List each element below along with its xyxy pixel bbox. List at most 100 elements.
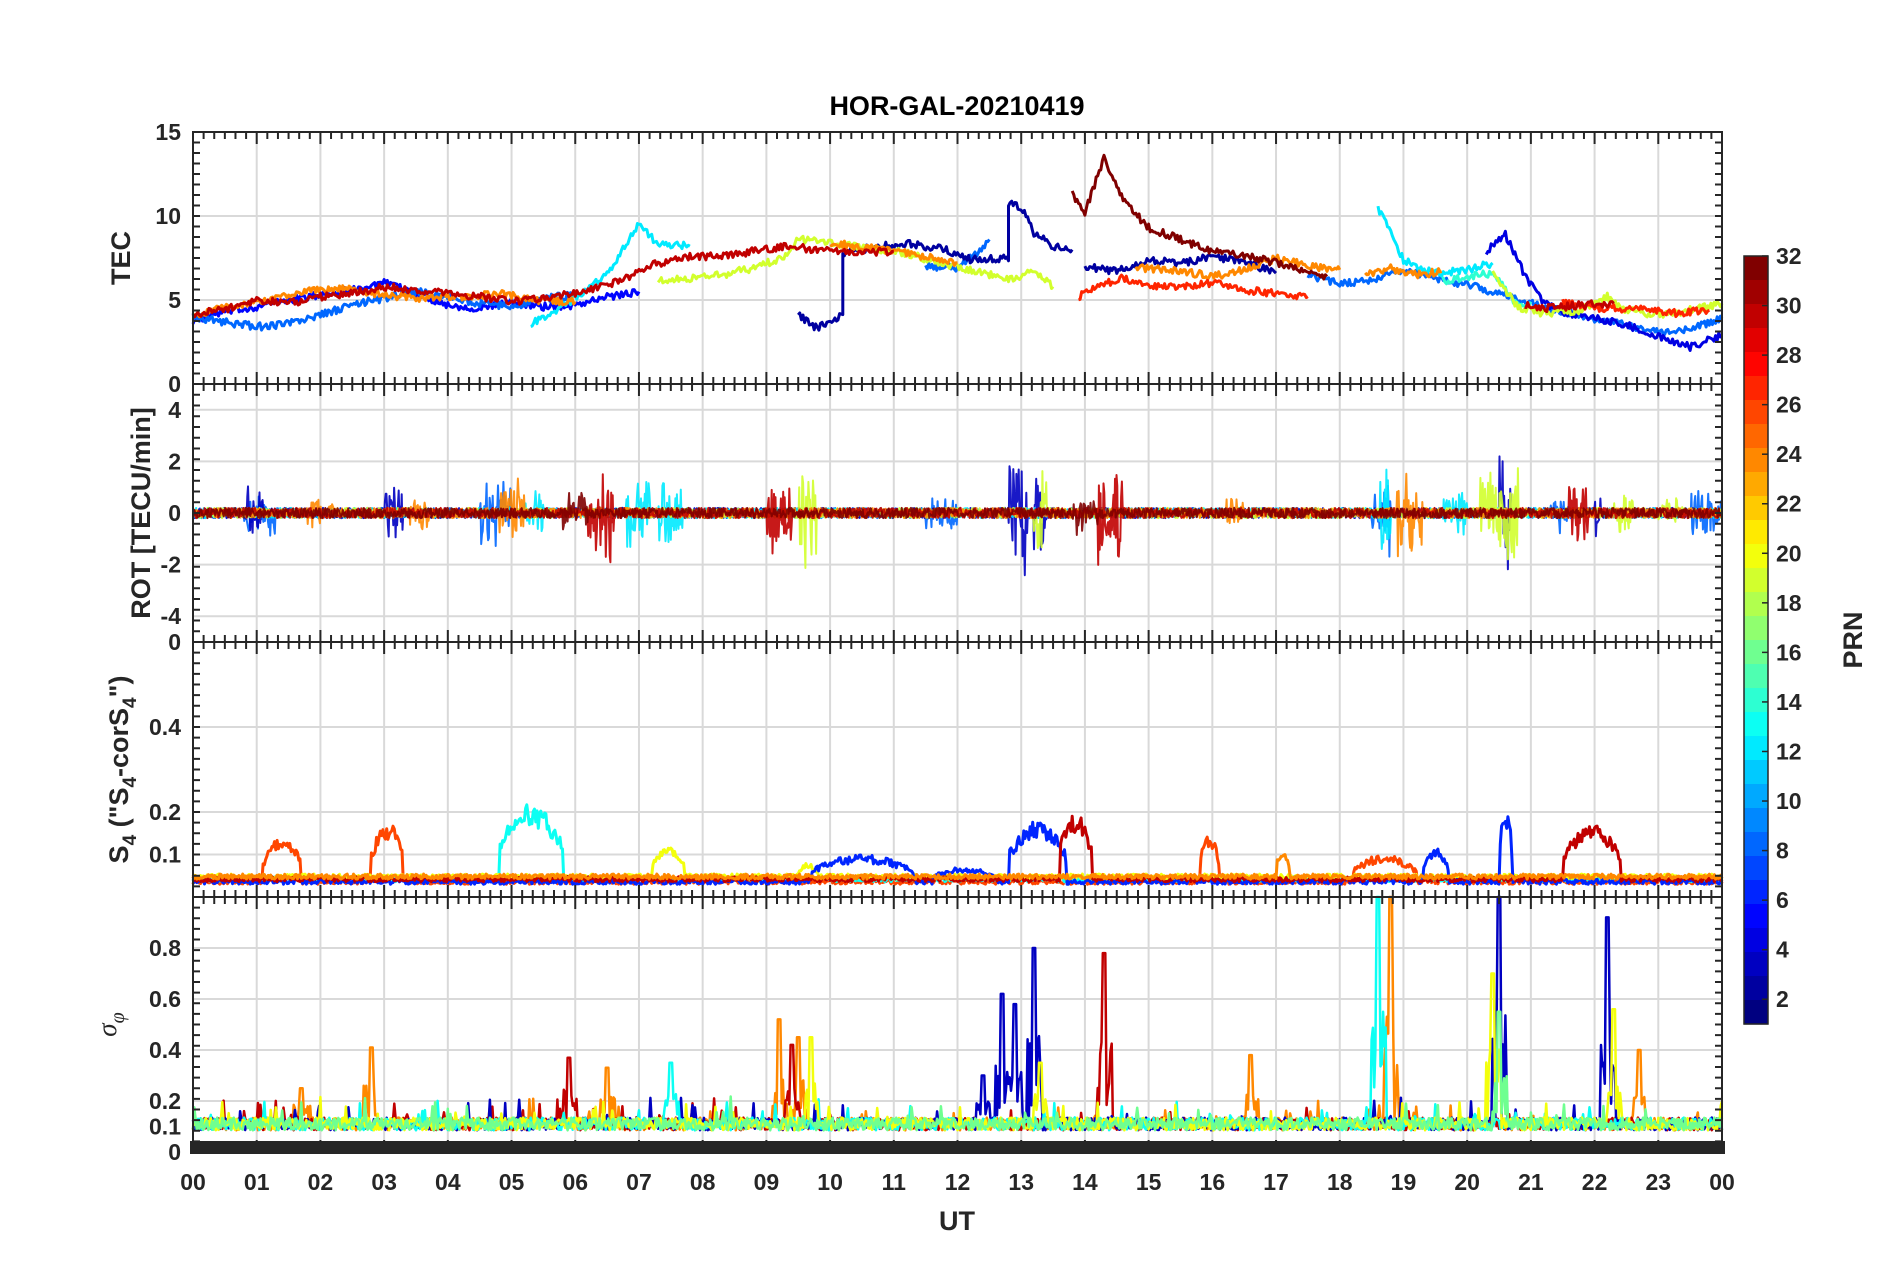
- colorbar-tick-label: 16: [1776, 639, 1802, 665]
- colorbar-swatch: [1744, 400, 1768, 425]
- colorbar-swatch: [1744, 448, 1768, 473]
- tec-series-prn-19: [656, 234, 1055, 290]
- sigma-ytick-label: 0: [168, 1139, 181, 1165]
- x-tick-label: 17: [1263, 1169, 1289, 1195]
- x-axis: 00 01 02 03 04 05 06 07 08 09 10 11 12 13 14 15 16 17 18 19…: [180, 1141, 1735, 1195]
- colorbar-swatch: [1744, 688, 1768, 713]
- phi-subscript: φ: [107, 1012, 129, 1023]
- x-axis-title: UT: [939, 1206, 975, 1236]
- tec-axis-title: TEC: [106, 231, 136, 285]
- colorbar-swatch: [1744, 256, 1768, 281]
- tec-series-prn-24: [191, 284, 577, 319]
- tec-series-prn-12: [530, 222, 691, 328]
- tec-ytick-label: 5: [168, 287, 181, 313]
- colorbar-swatch: [1744, 1000, 1768, 1025]
- colorbar-swatch: [1744, 736, 1768, 761]
- panel-tec: 5 10 15 TEC: [106, 119, 1724, 385]
- x-tick-label: 13: [1008, 1169, 1034, 1195]
- x-tick-label: 19: [1391, 1169, 1417, 1195]
- rot-ytick-label: 2: [168, 448, 181, 474]
- tec-series-prn-30: [191, 241, 894, 319]
- subscript: 4: [120, 697, 141, 708]
- colorbar-swatch: [1744, 424, 1768, 449]
- sigma-symbol: σ: [92, 1022, 122, 1037]
- sigma-ytick-label: 0.1: [149, 1114, 181, 1140]
- colorbar-tick-label: 24: [1776, 441, 1802, 467]
- tec-series-prn-12: [1376, 205, 1494, 278]
- tec-series-prn-30: [1524, 299, 1615, 314]
- colorbar-swatch: [1744, 856, 1768, 881]
- colorbar-tick-label: 28: [1776, 342, 1802, 368]
- x-tick-label: 01: [244, 1169, 270, 1195]
- x-tick-label: 23: [1645, 1169, 1671, 1195]
- tec-series-prn-2: [1083, 253, 1278, 276]
- colorbar-swatch: [1744, 376, 1768, 401]
- sigma-series-prn-16: [191, 1010, 1724, 1132]
- sigma-ytick-label: 0.6: [149, 986, 181, 1012]
- colorbar-tick-label: 10: [1776, 788, 1802, 814]
- colorbar-swatch: [1744, 568, 1768, 593]
- panel-sigma: 00.10.2 0.4 0.6 0.8 σφ: [92, 895, 1724, 1165]
- colorbar-tick-label: 4: [1776, 937, 1789, 963]
- colorbar-swatch: [1744, 280, 1768, 305]
- colorbar-swatch: [1744, 832, 1768, 857]
- s4-ytick-label: 0.1: [149, 842, 181, 868]
- colorbar-frame: [1743, 255, 1769, 1025]
- colorbar-tick-label: 8: [1776, 838, 1789, 864]
- tec-series-prn-32: [1070, 153, 1329, 281]
- tec-minor-ticks: [192, 131, 1723, 385]
- sigma-axis-title: σφ: [92, 1012, 129, 1036]
- x-tick-label: 18: [1327, 1169, 1353, 1195]
- x-tick-label: 11: [882, 1169, 907, 1195]
- x-tick-label: 06: [562, 1169, 588, 1195]
- x-tick-label: 09: [754, 1169, 780, 1195]
- title-part: "): [104, 676, 134, 698]
- tec-series-prn-24: [1134, 253, 1342, 281]
- tec-series: [191, 153, 1724, 352]
- rot-series-prn-32: [192, 491, 1722, 536]
- s4-gridlines: [193, 642, 1722, 897]
- title-part: -corS: [104, 708, 134, 777]
- rot-minor-ticks: [192, 383, 1723, 643]
- title-part: S: [104, 845, 134, 863]
- colorbar-tick-label: 12: [1776, 738, 1802, 764]
- x-tick-label: 15: [1136, 1169, 1162, 1195]
- colorbar-tick-label: 18: [1776, 590, 1802, 616]
- x-tick-label: 03: [371, 1169, 397, 1195]
- figure-title: HOR-GAL-20210419: [829, 91, 1084, 121]
- x-tick-label: 07: [626, 1169, 652, 1195]
- colorbar-swatch: [1744, 808, 1768, 833]
- rot-ytick-top-label: 0: [168, 371, 181, 397]
- colorbar-swatch: [1744, 784, 1768, 809]
- colorbar-swatch: [1744, 664, 1768, 689]
- sigma-ytick-label: 0.2: [149, 1088, 181, 1114]
- s4-ytick-label: 0.4: [149, 714, 181, 740]
- rot-ytick-label: -4: [161, 603, 182, 629]
- sigma-ytick-label: 0.8: [149, 935, 181, 961]
- x-tick-label: 21: [1518, 1169, 1544, 1195]
- x-tick-label: 12: [945, 1169, 971, 1195]
- colorbar-swatch: [1744, 904, 1768, 929]
- x-axis-bar: [190, 1141, 1725, 1154]
- x-tick-label: 14: [1072, 1169, 1098, 1195]
- tec-series-prn-27: [1078, 273, 1309, 302]
- colorbar-tick-label: 2: [1776, 986, 1789, 1012]
- s4-ytick-label: 0.2: [149, 799, 181, 825]
- x-tick-label: 20: [1454, 1169, 1480, 1195]
- tec-series-prn-8: [1306, 267, 1724, 336]
- rot-ytick-label: -2: [161, 552, 181, 578]
- colorbar-swatch: [1744, 952, 1768, 977]
- title-part: ("S: [104, 788, 134, 835]
- sigma-series: [191, 895, 1724, 1132]
- colorbar-swatch: [1744, 544, 1768, 569]
- colorbar-swatch: [1744, 472, 1768, 497]
- tec-ytick-label: 15: [155, 119, 181, 145]
- colorbar-tick-label: 32: [1776, 243, 1802, 269]
- x-tick-label: 10: [817, 1169, 843, 1195]
- s4-series-prn-6: [191, 815, 1723, 886]
- colorbar-tick-label: 26: [1776, 392, 1802, 418]
- subscript: 4: [120, 777, 141, 788]
- colorbar-swatch: [1744, 592, 1768, 617]
